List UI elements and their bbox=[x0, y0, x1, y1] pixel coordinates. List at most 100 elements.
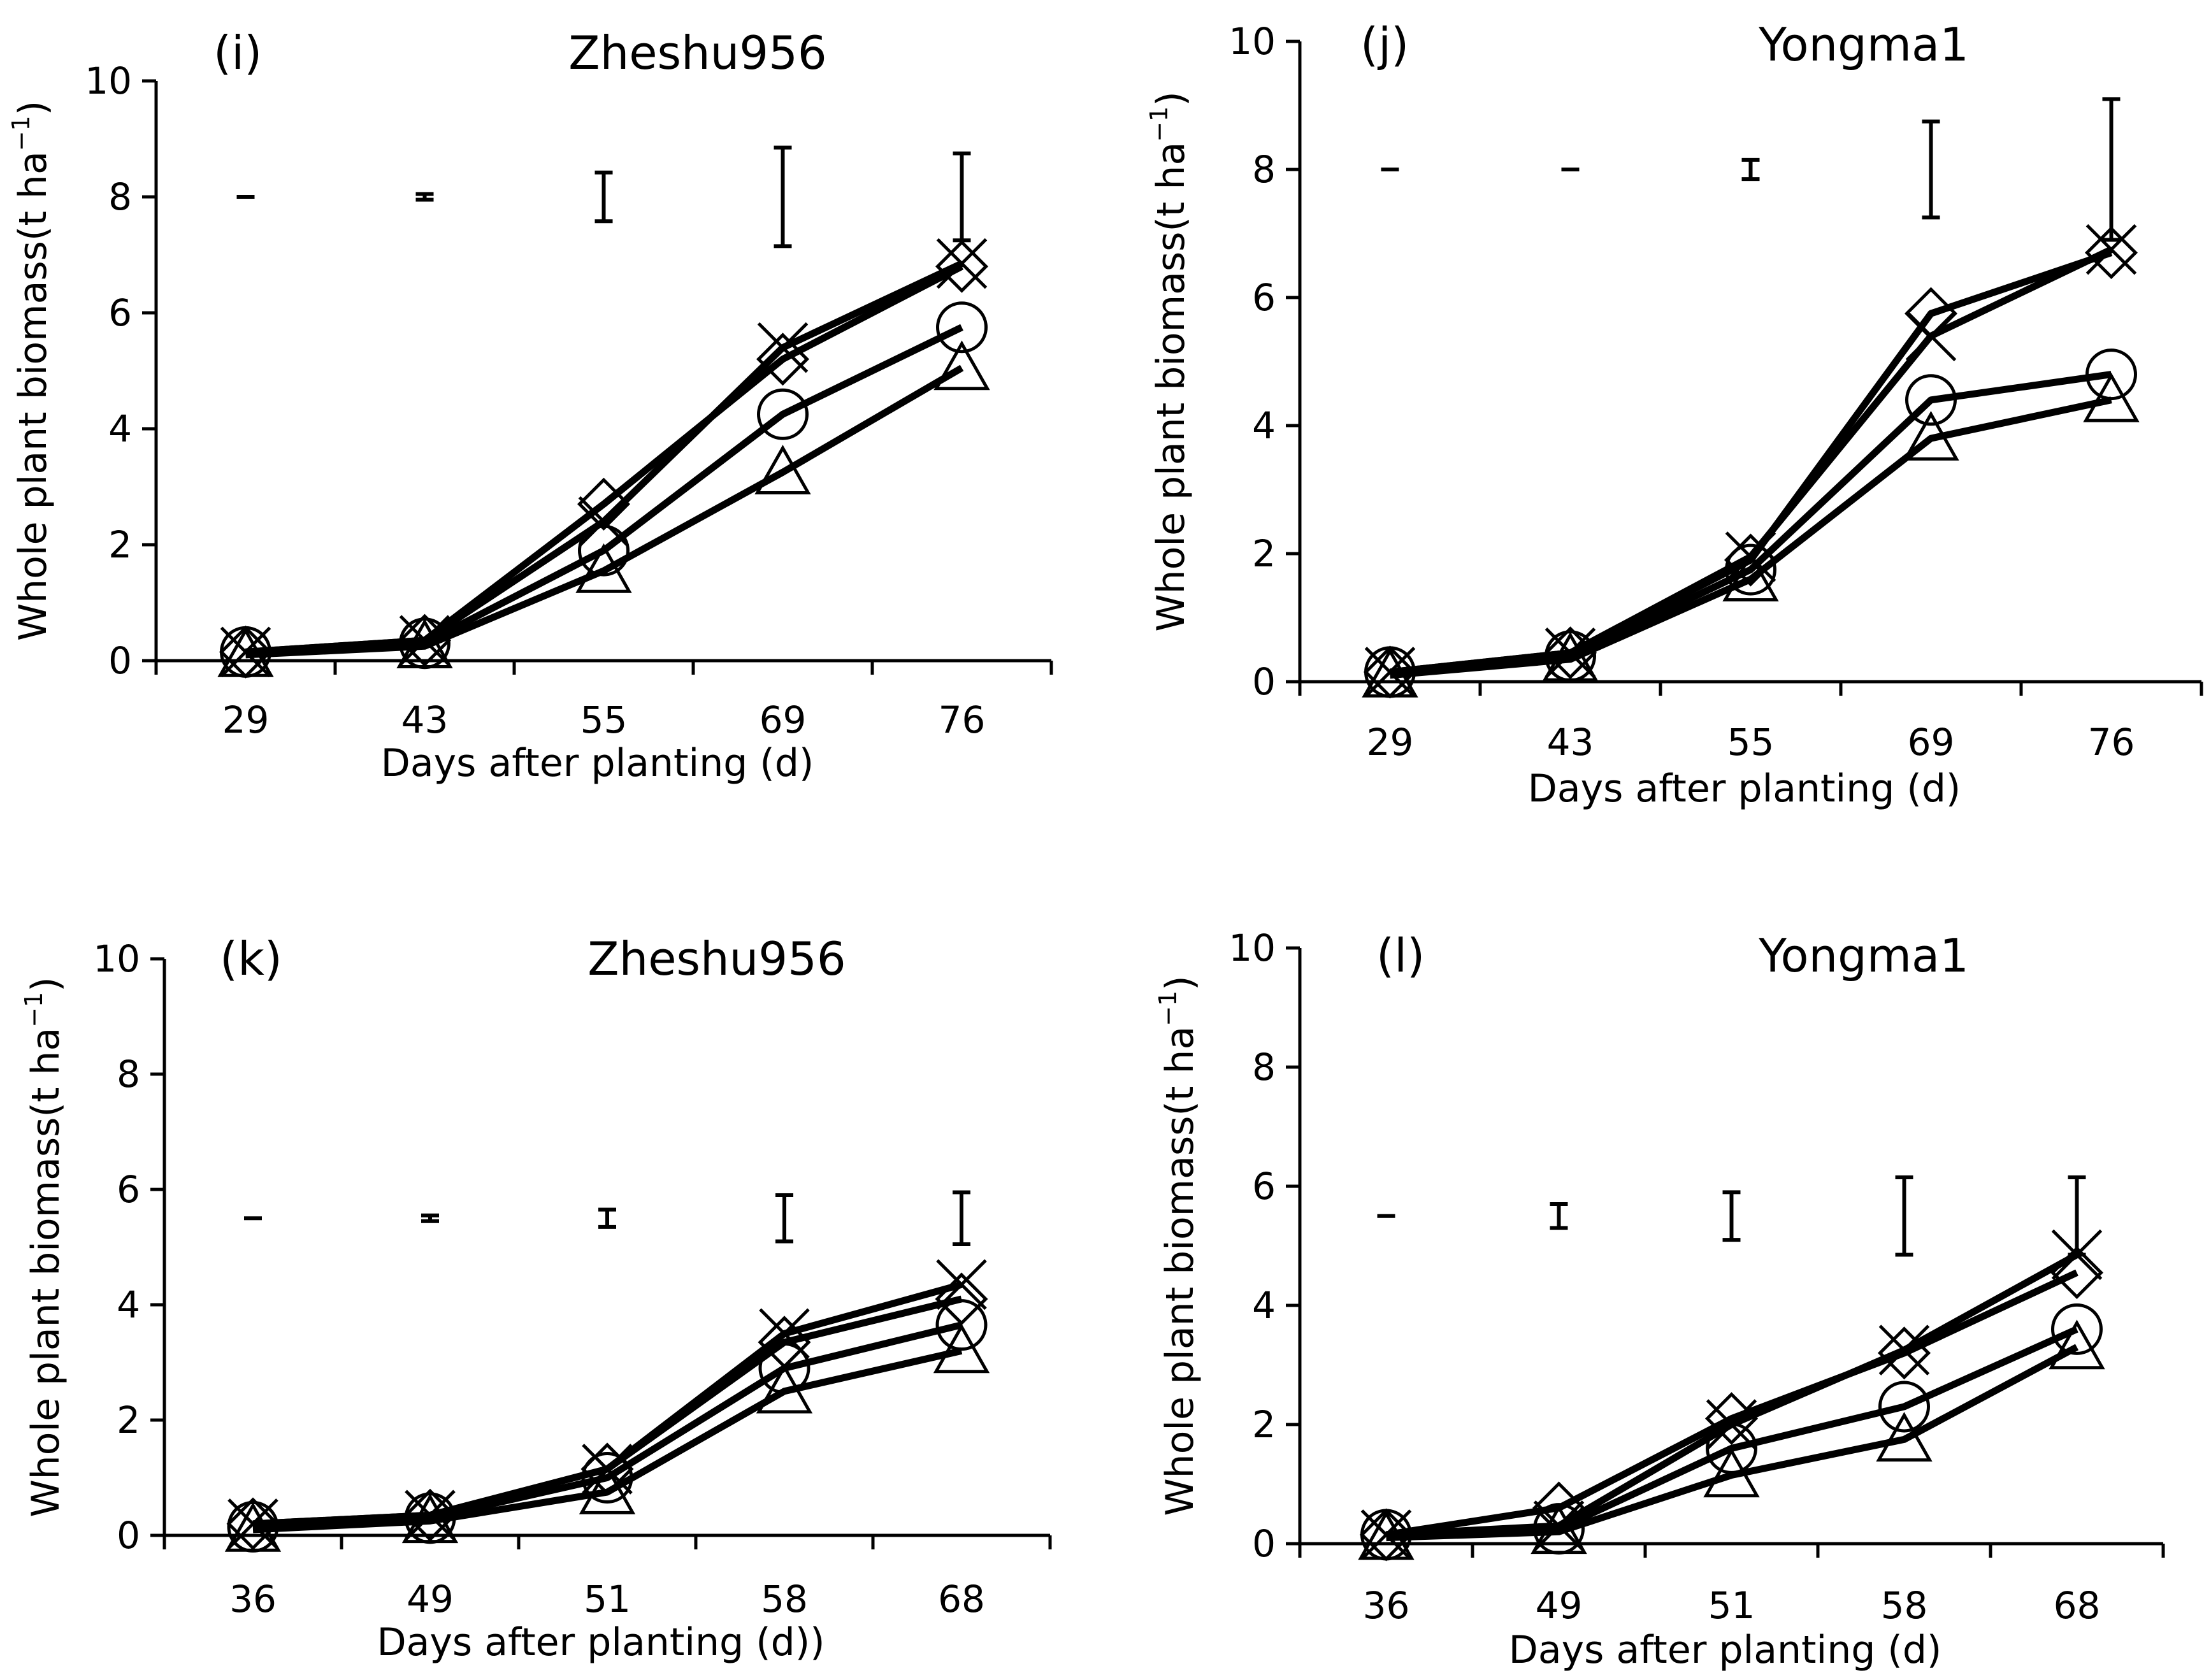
x-tick-label: 36 bbox=[1363, 1584, 1410, 1627]
triangle-marker bbox=[1358, 1510, 1415, 1560]
y-axis-title-close: ) bbox=[1149, 91, 1193, 106]
y-tick-label: 4 bbox=[117, 1283, 140, 1326]
y-axis-title-main: Whole plant biomass(t ha bbox=[11, 151, 55, 641]
circle-marker bbox=[935, 1299, 988, 1351]
diamond-marker bbox=[756, 333, 810, 386]
triangle-marker bbox=[579, 1465, 636, 1514]
triangle-marker bbox=[2083, 372, 2140, 422]
circle-marker bbox=[758, 1342, 810, 1395]
chart-title: Zheshu956 bbox=[568, 26, 826, 80]
triangle-marker bbox=[396, 619, 453, 669]
diamond-marker bbox=[226, 1497, 280, 1551]
y-tick-label: 0 bbox=[1252, 660, 1276, 703]
y-axis-title-close: ) bbox=[1158, 975, 1202, 990]
x-tick-label: 51 bbox=[584, 1577, 631, 1621]
y-tick-label: 8 bbox=[108, 175, 132, 219]
series-markers-triangle bbox=[224, 1323, 990, 1552]
y-axis-title-sup: −1 bbox=[7, 115, 35, 151]
x-tick-label: 49 bbox=[407, 1577, 454, 1621]
series-markers-cross bbox=[227, 1259, 987, 1549]
x-tick-label: 29 bbox=[1367, 721, 1414, 764]
triangle-marker bbox=[933, 1323, 990, 1374]
error-bar bbox=[2102, 97, 2121, 242]
y-tick-label: 6 bbox=[117, 1168, 140, 1211]
cross-marker bbox=[1905, 310, 1957, 362]
circle-marker bbox=[1725, 543, 1776, 596]
cross-marker bbox=[757, 322, 809, 373]
y-axis-title: Whole plant biomass(t ha−1) bbox=[20, 977, 68, 1517]
circle-marker bbox=[1706, 1422, 1757, 1474]
x-axis-title: Days after planting (d) bbox=[381, 741, 814, 786]
triangle-marker bbox=[401, 1493, 459, 1544]
y-axis-title-main: Whole plant biomass(t ha bbox=[1158, 1026, 1202, 1516]
error-bar bbox=[953, 151, 971, 243]
cross-marker bbox=[1878, 1325, 1930, 1375]
diamond-marker bbox=[1877, 1326, 1931, 1380]
y-tick-label: 4 bbox=[1252, 404, 1276, 447]
diamond-marker bbox=[403, 1488, 457, 1542]
series-markers-triangle bbox=[1362, 372, 2140, 698]
chart-panel-2: 0 2 4 6 8 10 29 43 55 69 76 Days after planting (d)… bbox=[1145, 18, 2203, 811]
series-line-diamond bbox=[245, 263, 964, 656]
error-bar bbox=[421, 1213, 439, 1223]
y-axis-title: Whole plant biomass(t ha−1) bbox=[1154, 975, 1202, 1516]
triangle-marker bbox=[754, 445, 811, 495]
x-tick-label: 58 bbox=[1881, 1584, 1928, 1627]
y-tick-label: 2 bbox=[117, 1398, 140, 1442]
cross-marker bbox=[936, 1259, 987, 1310]
y-axis-title-main: Whole plant biomass(t ha bbox=[1149, 142, 1193, 632]
triangle-marker bbox=[1722, 552, 1779, 601]
y-axis-title-sup: −1 bbox=[20, 992, 48, 1028]
series-markers-diamond bbox=[226, 1272, 988, 1551]
x-tick-label: 43 bbox=[1547, 721, 1594, 764]
triangle-marker bbox=[1542, 631, 1599, 682]
series-markers-diamond bbox=[1359, 1246, 2104, 1562]
x-tick-label: 49 bbox=[1536, 1584, 1583, 1627]
series-line-diamond bbox=[1389, 249, 2113, 676]
x-tick-label: 69 bbox=[1908, 721, 1955, 764]
series-markers-circle bbox=[1364, 348, 2137, 698]
chart-title: Yongma1 bbox=[1758, 929, 1969, 982]
series-markers-triangle bbox=[1358, 1319, 2105, 1560]
panel-label: (l) bbox=[1376, 929, 1425, 982]
x-tick-label: 76 bbox=[2088, 721, 2135, 764]
series-line-triangle bbox=[1390, 396, 2112, 679]
error-bar bbox=[775, 1193, 793, 1244]
error-bar bbox=[415, 192, 434, 202]
x-axis-title: Days after planting (d) bbox=[1528, 766, 1961, 811]
series-line-circle bbox=[245, 324, 963, 656]
x-tick-label: 69 bbox=[760, 698, 807, 742]
circle-marker bbox=[2085, 348, 2137, 401]
circle-marker bbox=[2051, 1303, 2103, 1355]
y-tick-label: 8 bbox=[117, 1052, 140, 1096]
y-axis-title-sup: −1 bbox=[1145, 106, 1173, 142]
y-axis-title-sup: −1 bbox=[1154, 991, 1182, 1026]
y-tick-label: 8 bbox=[1252, 1045, 1276, 1089]
series-line-triangle bbox=[1386, 1344, 2079, 1542]
triangle-marker bbox=[575, 543, 632, 593]
cross-marker bbox=[2051, 1229, 2103, 1281]
diamond-marker bbox=[935, 240, 989, 293]
chart-title: Zheshu956 bbox=[587, 932, 846, 986]
x-axis-title: Days after planting (d) bbox=[1509, 1628, 1942, 1672]
x-tick-label: 43 bbox=[401, 698, 449, 742]
series-markers-diamond bbox=[1363, 226, 2138, 699]
panel-label: (k) bbox=[220, 932, 282, 986]
y-tick-label: 0 bbox=[117, 1514, 140, 1557]
triangle-marker bbox=[1362, 647, 1418, 698]
error-bar bbox=[1895, 1175, 1913, 1257]
y-axis-title-close: ) bbox=[24, 977, 68, 991]
y-axis-title: Whole plant biomass(t ha−1) bbox=[7, 101, 55, 641]
y-tick-label: 4 bbox=[108, 407, 132, 450]
triangle-marker bbox=[224, 1502, 282, 1552]
cross-marker bbox=[578, 496, 630, 547]
y-axis-title-main: Whole plant biomass(t ha bbox=[24, 1028, 68, 1518]
triangle-marker bbox=[756, 1363, 813, 1414]
y-axis-title-close: ) bbox=[11, 101, 55, 115]
y-tick-label: 4 bbox=[1252, 1284, 1276, 1327]
series-line-triangle bbox=[245, 364, 964, 659]
triangle-marker bbox=[1703, 1447, 1760, 1498]
series-line-circle bbox=[252, 1321, 963, 1530]
